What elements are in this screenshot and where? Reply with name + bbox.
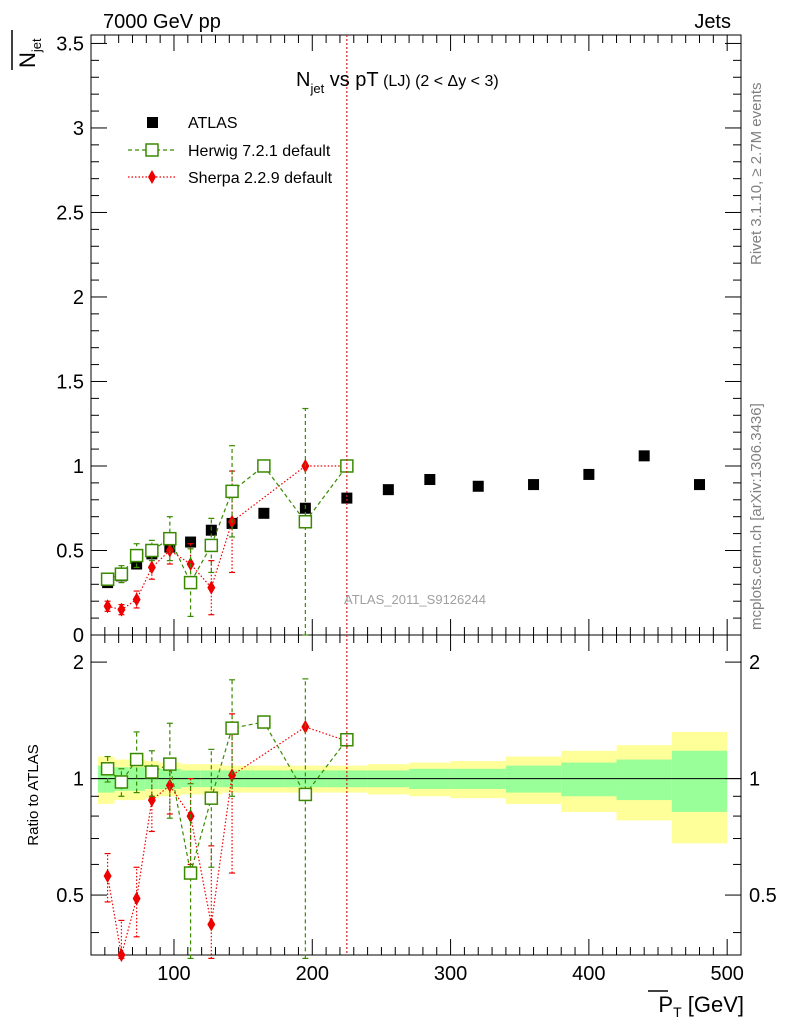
legend-label-atlas: ATLAS (188, 115, 238, 132)
x-tick-label-300: 300 (434, 963, 467, 985)
herwig-point-9 (298, 515, 313, 529)
ratio-herwig-point-9 (298, 787, 313, 802)
ratio-sherpa-series (103, 713, 351, 962)
main-y-tick-label-0.5: 0.5 (56, 540, 84, 562)
main-y-tick-label-2.5: 2.5 (56, 202, 84, 224)
main-y-tick-label-3: 3 (73, 118, 84, 140)
ratio-herwig-point-1 (114, 775, 129, 789)
band-inner-15 (561, 762, 617, 797)
legend-label-sherpa: Sherpa 2.2.9 default (188, 170, 333, 187)
analysis-watermark: ATLAS_2011_S9126244 (344, 592, 486, 607)
atlas-point-10 (341, 492, 353, 504)
band-inner-17 (671, 750, 728, 812)
plot-title: Njet vs pT (LJ) (2 < Δy < 3) (296, 69, 499, 96)
atlas-point-12 (424, 474, 436, 486)
legend-label-herwig: Herwig 7.2.1 default (188, 143, 331, 160)
ratio-y-tick-label-right-2: 2 (749, 652, 760, 674)
main-y-tick-label-1: 1 (73, 456, 84, 478)
herwig-point-5 (183, 575, 198, 590)
herwig-point-3 (145, 543, 159, 558)
ratio-herwig-point-7 (225, 721, 239, 735)
sherpa-point-6 (207, 580, 216, 595)
ratio-herwig-point-2 (129, 752, 144, 767)
ratio-herwig-series (100, 678, 354, 959)
herwig-point-8 (257, 459, 271, 473)
main-y-tick-label-1.5: 1.5 (56, 371, 84, 393)
legend-marker-atlas (147, 117, 158, 128)
herwig-point-6 (204, 538, 219, 553)
main-y-tick-label-0: 0 (73, 625, 84, 647)
ratio-y-tick-label-2: 2 (73, 652, 84, 674)
band-inner-14 (505, 765, 562, 793)
atlas-point-14 (528, 479, 540, 491)
sherpa-point-1 (117, 602, 126, 617)
ratio-sherpa-point-0 (103, 869, 112, 884)
ratio-sherpa-point-2 (132, 891, 141, 906)
herwig-point-1 (114, 567, 129, 581)
ratio-y-tick-label-0.5: 0.5 (56, 885, 84, 907)
x-tick-label-400: 400 (572, 963, 605, 985)
atlas-point-8 (258, 507, 270, 519)
sherpa-series (103, 458, 351, 617)
sherpa-point-2 (132, 592, 141, 607)
legend-marker-sherpa (148, 170, 156, 184)
ratio-panel-frame (90, 634, 742, 956)
ratio-sherpa-point-1 (117, 948, 126, 962)
legend-entry-sherpa: Sherpa 2.2.9 default (128, 170, 333, 187)
mcplots-reference-text: mcplots.cern.ch [arXiv:1306.3436] (748, 403, 765, 630)
ratio-herwig-point-6 (204, 791, 219, 805)
sherpa-point-3 (147, 560, 156, 575)
svg-text:PT [GeV]: PT [GeV] (658, 992, 744, 1020)
legend-entry-atlas: ATLAS (147, 115, 238, 132)
atlas-point-17 (694, 479, 706, 491)
herwig-point-2 (129, 548, 144, 563)
data-series (100, 407, 706, 962)
svg-text:Njet: Njet (15, 38, 44, 68)
ratio-herwig-point-3 (145, 765, 159, 779)
herwig-point-10 (340, 459, 354, 473)
atlas-point-13 (472, 480, 484, 492)
herwig-point-0 (100, 572, 115, 586)
legend: ATLAS Herwig 7.2.1 default Sherpa 2.2.9 … (128, 115, 333, 187)
rivet-version-text: Rivet 3.1.10, ≥ 2.7M events (748, 83, 765, 266)
herwig-point-7 (225, 484, 239, 499)
ratio-herwig-point-5 (183, 866, 198, 880)
ratio-y-tick-label-right-0.5: 0.5 (749, 885, 777, 907)
x-axis-label: PT [GeV] (648, 990, 744, 1020)
ratio-sherpa-line (107, 726, 348, 956)
ratio-y-tick-label-right-1: 1 (749, 769, 760, 791)
sherpa-line (107, 465, 347, 611)
ratio-herwig-point-4 (163, 757, 177, 771)
header-left: 7000 GeV pp (103, 11, 221, 33)
ratio-herwig-point-8 (257, 715, 271, 729)
ratio-sherpa-point-4 (165, 778, 174, 793)
ratio-y-tick-label-1: 1 (73, 769, 84, 791)
ratio-sherpa-point-6 (207, 917, 216, 932)
herwig-point-4 (163, 531, 177, 546)
axis-ticks (91, 35, 741, 955)
legend-marker-herwig (145, 143, 159, 157)
atlas-point-16 (638, 450, 650, 462)
header-right: Jets (694, 11, 731, 33)
herwig-series (100, 407, 354, 636)
ratio-herwig-point-0 (100, 762, 115, 776)
sherpa-point-0 (103, 599, 112, 614)
x-tick-label-500: 500 (710, 963, 743, 985)
x-tick-label-200: 200 (296, 963, 329, 985)
atlas-point-15 (583, 468, 595, 480)
atlas-point-5 (185, 536, 197, 548)
band-inner-16 (616, 759, 672, 801)
main-y-tick-label-2: 2 (73, 287, 84, 309)
x-tick-label-100: 100 (157, 963, 190, 985)
legend-entry-herwig: Herwig 7.2.1 default (128, 143, 331, 160)
atlas-point-11 (382, 484, 394, 496)
main-y-tick-label-3.5: 3.5 (56, 33, 84, 55)
axis-tick-labels: 100 200 300 400 500 0 0.5 1 1.5 2 2.5 3 3.5 0.5 0.5 1 1 2… (56, 33, 777, 985)
y-axis-label: Njet (11, 30, 44, 70)
ratio-y-axis-label: Ratio to ATLAS (25, 744, 42, 845)
